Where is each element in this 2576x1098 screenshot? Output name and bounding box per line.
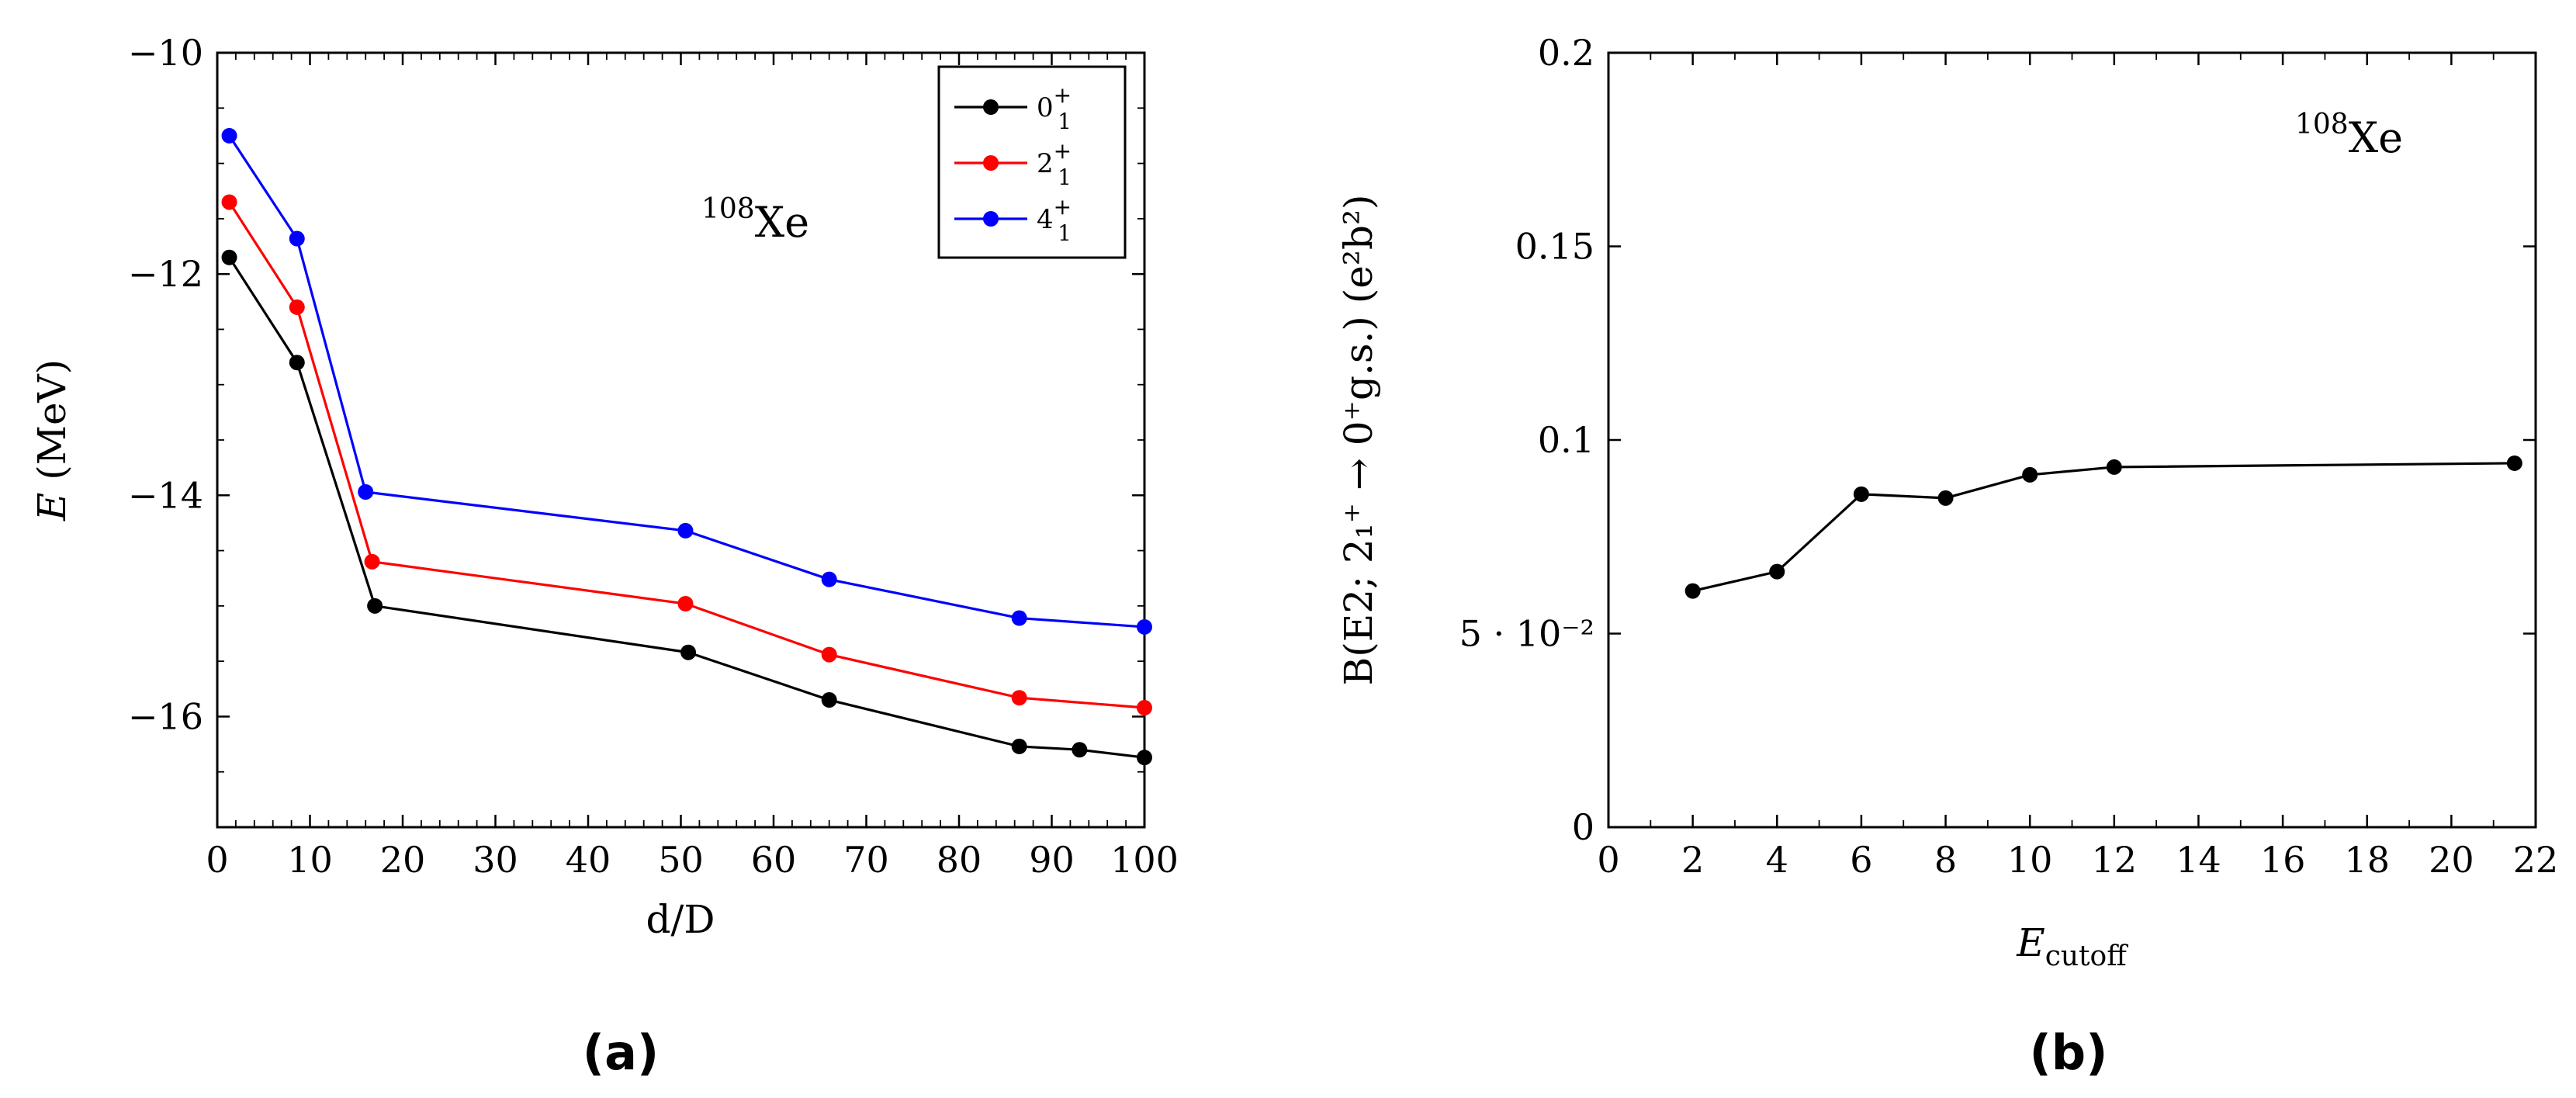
y-tick-label: −14	[128, 474, 203, 516]
data-point	[1137, 700, 1152, 716]
x-tick-label: 20	[2429, 839, 2474, 881]
data-point	[2106, 459, 2122, 475]
x-tick-label: 60	[751, 839, 797, 881]
panel-a-label: (a)	[583, 1024, 660, 1081]
data-point	[1011, 738, 1027, 754]
x-tick-label: 30	[473, 839, 518, 881]
panel-a-chart: 0 10 20 30 40 50 60 70 80 90 100 −10 −12 −14 −16 0+ 1 2…	[29, 32, 1179, 1081]
panel-a-y-axis-title: E (MeV)	[29, 359, 74, 521]
panel-b-series	[1684, 455, 2522, 599]
data-point	[221, 127, 237, 144]
x-tick-label: 2	[1681, 839, 1704, 881]
panel-a-x-axis-title: d/D	[646, 897, 715, 942]
panel-b-label: (b)	[2029, 1024, 2107, 1081]
panel-b-y-axis-title: B(E2; 2₁⁺ → 0⁺g.s.) (e²b²)	[1336, 195, 1381, 686]
y-tick-label: −16	[128, 695, 203, 737]
x-tick-label: 10	[2007, 839, 2053, 881]
data-point	[821, 571, 837, 587]
panel-b-plot-frame	[1607, 51, 2537, 829]
x-tick-label: 90	[1029, 839, 1075, 881]
panel-a-y-tick-labels: −10 −12 −14 −16	[128, 32, 203, 737]
x-tick-label: 20	[380, 839, 426, 881]
y-tick-label: 0.2	[1538, 32, 1594, 74]
y-tick-label: 0.1	[1538, 419, 1594, 461]
data-point	[1769, 563, 1785, 580]
panel-b-chart: 0 2 4 6 8 10 12 14 16 18 20 22 05 · 10⁻²0.10.150.2 …	[1336, 32, 2558, 1081]
x-tick-label: 0	[1597, 839, 1619, 881]
panel-b-x-axis-title: Ecutoff	[2016, 920, 2128, 972]
x-tick-label: 70	[843, 839, 889, 881]
data-point	[289, 355, 305, 371]
x-tick-label: 12	[2092, 839, 2138, 881]
x-tick-label: 10	[287, 839, 333, 881]
panel-b-y-tick-labels: 0 5 · 10⁻² 0.1 0.15 0.2	[1459, 32, 1594, 848]
data-point	[1011, 610, 1027, 626]
panel-a-ticks	[216, 51, 1146, 828]
x-tick-label: 22	[2513, 839, 2559, 881]
data-point	[677, 522, 694, 539]
x-tick-label: 8	[1934, 839, 1957, 881]
y-tick-label: 5 · 10⁻²	[1459, 613, 1594, 655]
data-point	[1137, 618, 1152, 635]
x-tick-label: 50	[658, 839, 704, 881]
panel-a-series	[221, 127, 1152, 766]
x-tick-label: 80	[937, 839, 982, 881]
data-point	[364, 553, 380, 570]
x-tick-label: 18	[2344, 839, 2390, 881]
x-tick-label: 16	[2260, 839, 2306, 881]
legend-label-2: 4+ 1	[1037, 194, 1072, 246]
y-tick-label: 0	[1572, 806, 1594, 848]
data-point	[821, 692, 837, 708]
series-line-0	[1692, 462, 2515, 593]
data-point	[221, 249, 237, 265]
x-tick-label: 100	[1110, 839, 1179, 881]
data-point	[2506, 455, 2522, 471]
panel-b-x-tick-labels: 0 2 4 6 8 10 12 14 16 18 20 22	[1597, 839, 2558, 881]
y-tick-label: −10	[128, 32, 203, 74]
data-point	[2022, 466, 2038, 483]
data-point	[358, 484, 374, 501]
data-point	[677, 596, 694, 612]
data-point	[1937, 490, 1954, 506]
y-tick-label: 0.15	[1515, 226, 1594, 268]
x-tick-label: 4	[1766, 839, 1788, 881]
data-point	[289, 230, 305, 247]
data-point	[289, 299, 305, 315]
panel-a-nucleus-annotation: 108Xe	[701, 193, 809, 247]
data-point	[1853, 486, 1869, 502]
data-point	[680, 644, 697, 660]
x-tick-label: 14	[2176, 839, 2221, 881]
data-point	[1011, 690, 1027, 706]
panel-a-x-tick-labels: 0 10 20 30 40 50 60 70 80 90 100	[206, 839, 1179, 881]
data-point	[367, 597, 383, 614]
series-line-0	[228, 256, 1145, 759]
panel-b-nucleus-annotation: 108Xe	[2295, 109, 2403, 162]
legend-label-0: 0+ 1	[1037, 82, 1072, 134]
panel-b-ticks	[1607, 51, 2537, 829]
data-point	[1684, 583, 1701, 599]
series-line-1	[228, 201, 1145, 709]
data-point	[1137, 750, 1152, 766]
panel-a-legend: 0+ 1 2+ 1 4+ 1	[937, 65, 1127, 259]
legend-marker-1	[983, 155, 999, 171]
x-tick-label: 6	[1850, 839, 1872, 881]
legend-marker-2	[983, 211, 999, 227]
data-point	[821, 646, 837, 663]
y-tick-label: −12	[128, 253, 203, 295]
data-point	[221, 194, 237, 210]
x-tick-label: 0	[206, 839, 228, 881]
legend-marker-0	[983, 99, 999, 115]
data-point	[1072, 742, 1088, 758]
x-tick-label: 40	[566, 839, 611, 881]
legend-label-1: 2+ 1	[1037, 138, 1072, 190]
